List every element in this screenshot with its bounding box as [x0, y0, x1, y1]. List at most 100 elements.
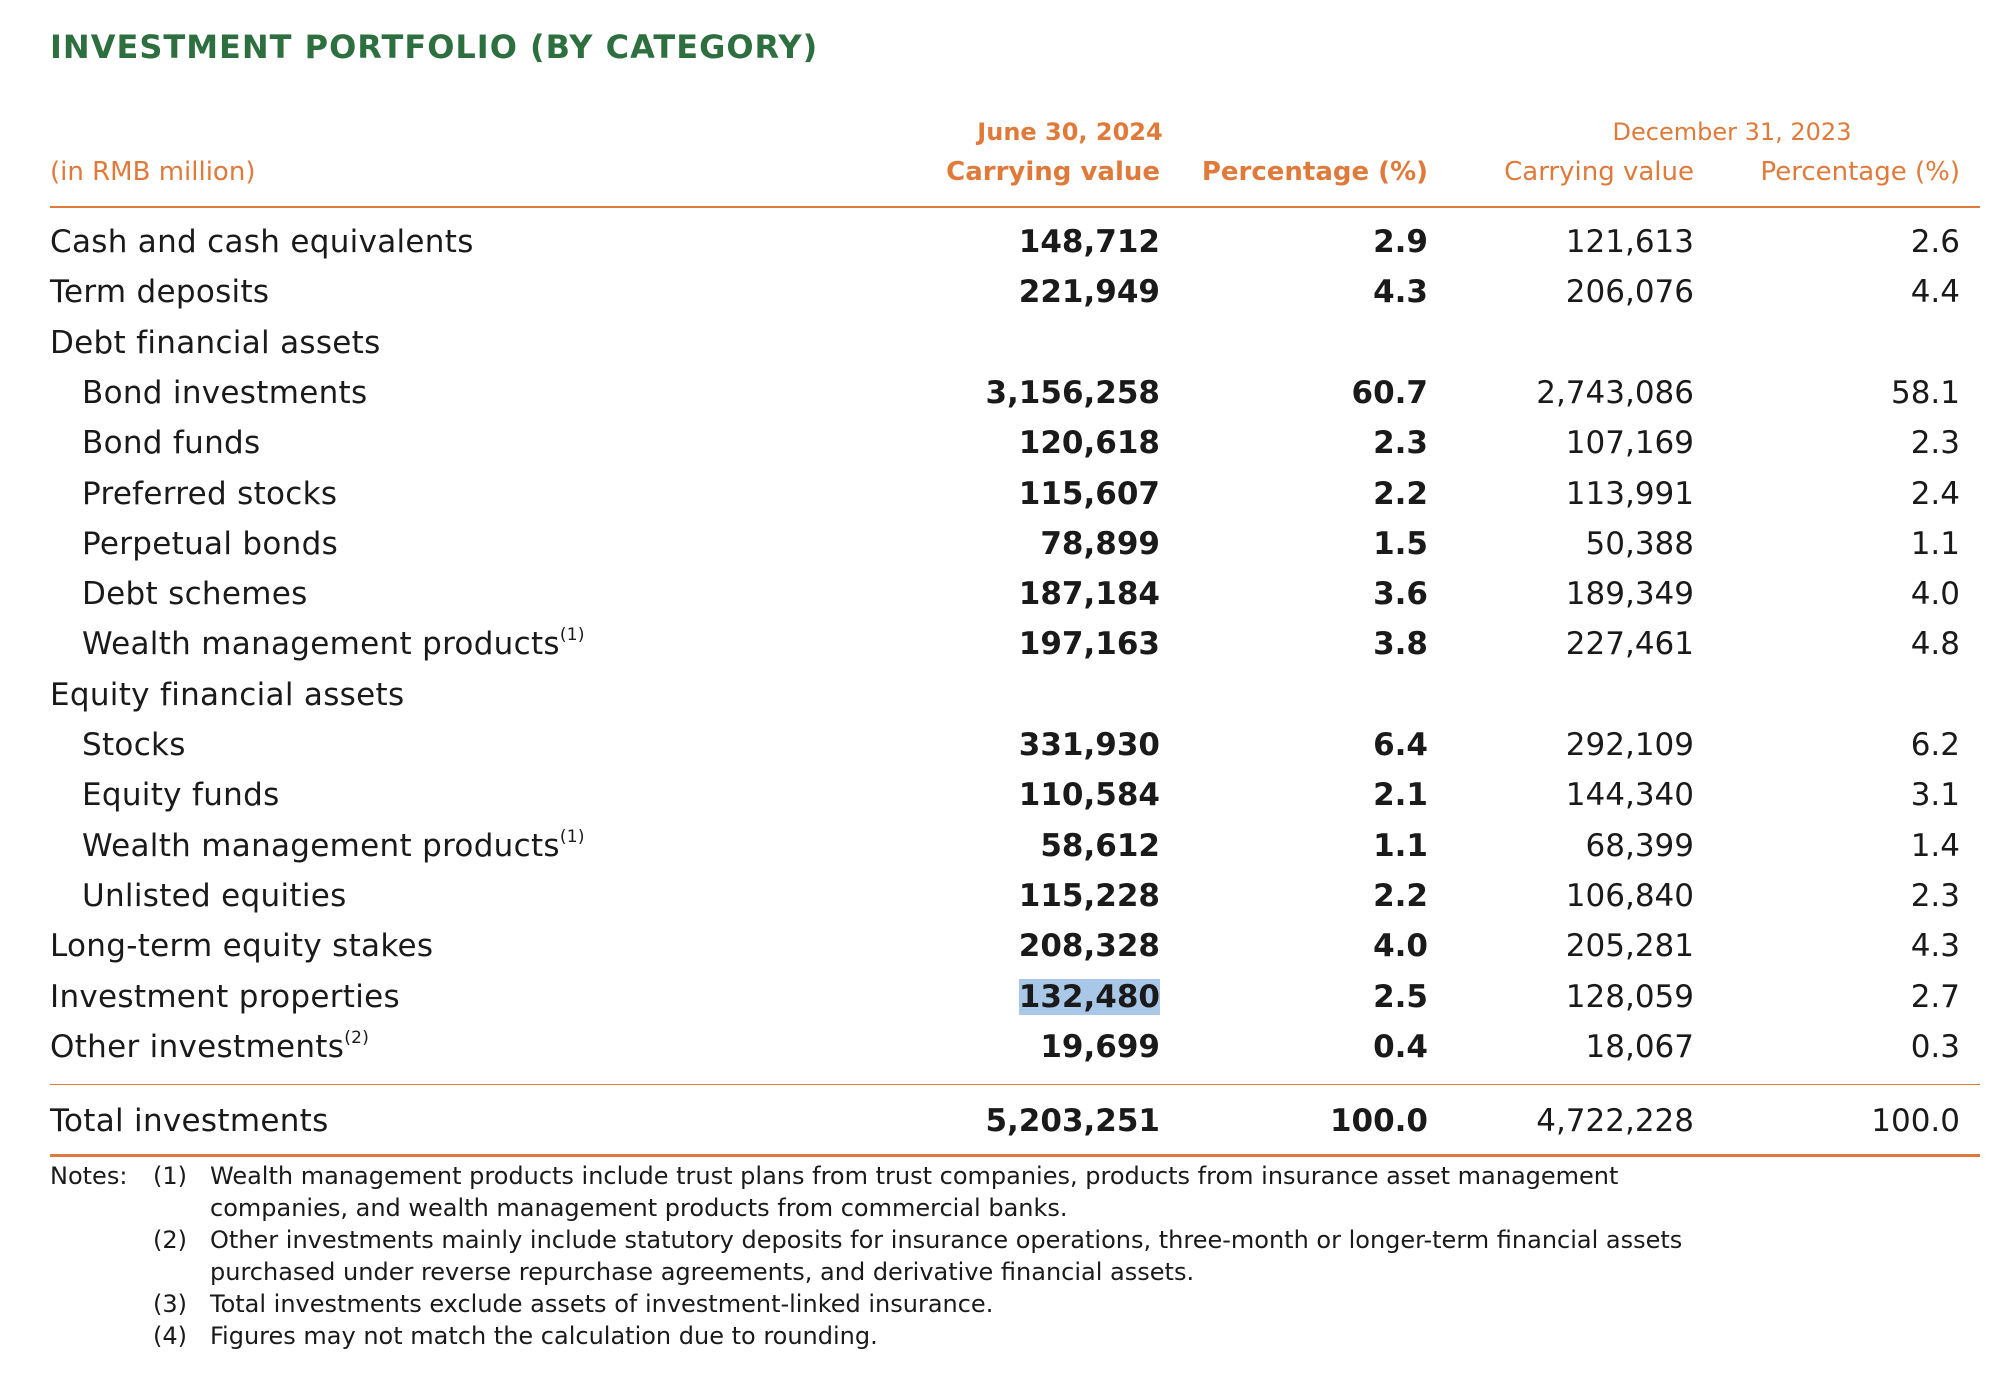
- carrying-value-2024-value: 78,899: [1040, 525, 1160, 562]
- row-label: Bond funds: [82, 418, 260, 468]
- table-row: Cash and cash equivalents 148,712 2.9 121,6…: [50, 217, 1980, 267]
- total-cv-2024: 5,203,251: [985, 1103, 1160, 1139]
- row-label: Stocks: [82, 720, 186, 770]
- header-rule: [50, 206, 1980, 208]
- percentage-2023-value: 4.8: [1910, 626, 1960, 663]
- carrying-value-2023: 106,840: [1566, 871, 1694, 921]
- percentage-2024: 2.9: [1373, 217, 1428, 267]
- row-label: Long-term equity stakes: [50, 921, 433, 971]
- percentage-2024: 2.5: [1373, 972, 1428, 1022]
- percentage-2024: 1.5: [1373, 519, 1428, 569]
- total-rule-top: [50, 1084, 1980, 1085]
- carrying-value-2023-value: 2,743,086: [1536, 374, 1694, 411]
- table-row: Other investments(2) 19,699 0.4 18,067 0.3: [50, 1022, 1980, 1072]
- carrying-value-2024: 58,612: [1040, 821, 1160, 871]
- row-label-text: Equity financial assets: [50, 676, 405, 713]
- carrying-value-2023: 113,991: [1566, 469, 1694, 519]
- row-label: Cash and cash equivalents: [50, 217, 474, 267]
- percentage-2024-value: 2.2: [1373, 475, 1428, 512]
- percentage-2023: 4.3: [1911, 921, 1960, 971]
- percentage-2024: 2.2: [1373, 871, 1428, 921]
- carrying-value-2024-value: 132,480: [1018, 978, 1160, 1015]
- table-row: Debt schemes 187,184 3.6 189,349 4.0: [50, 569, 1980, 619]
- carrying-value-2024-value: 19,699: [1040, 1028, 1160, 1065]
- row-label-text: Long-term equity stakes: [50, 928, 434, 965]
- percentage-2024: 2.1: [1373, 770, 1428, 820]
- table-row: Unlisted equities 115,228 2.2 106,840 2.3: [50, 871, 1980, 921]
- row-label: Perpetual bonds: [82, 519, 338, 569]
- percentage-2024-value: 2.9: [1373, 224, 1428, 260]
- row-label-text: Bond funds: [82, 425, 261, 462]
- carrying-value-2024: 3,156,258: [985, 368, 1160, 418]
- carrying-value-2023: 50,388: [1586, 519, 1694, 569]
- carrying-value-2023-value: 121,613: [1565, 224, 1694, 260]
- carrying-value-2023: 205,281: [1566, 921, 1694, 971]
- carrying-value-2023: 2,743,086: [1536, 368, 1694, 418]
- row-label-text: Debt schemes: [82, 576, 308, 613]
- carrying-value-2024: 120,618: [1019, 418, 1160, 468]
- percentage-2023: 4.8: [1911, 619, 1960, 669]
- carrying-value-2024: 187,184: [1019, 569, 1160, 619]
- row-label: Term deposits: [50, 267, 269, 317]
- row-label-text: Investment properties: [50, 978, 400, 1015]
- carrying-value-2024-value: 120,618: [1018, 425, 1160, 462]
- row-label-text: Equity funds: [82, 777, 280, 814]
- percentage-2023-value: 2.4: [1910, 475, 1960, 512]
- percentage-2023-value: 2.6: [1910, 224, 1960, 260]
- note-number: (3): [153, 1290, 187, 1318]
- percentage-2023-value: 2.3: [1910, 425, 1960, 462]
- percentage-2023: 0.3: [1911, 1022, 1960, 1072]
- percentage-2024: 2.2: [1373, 469, 1428, 519]
- percentage-2024: 6.4: [1373, 720, 1428, 770]
- carrying-value-2024: 221,949: [1019, 267, 1160, 317]
- percentage-2023: 6.2: [1911, 720, 1960, 770]
- row-label: Unlisted equities: [82, 871, 347, 921]
- carrying-value-2024: 110,584: [1019, 770, 1160, 820]
- carrying-value-2023: 128,059: [1566, 972, 1694, 1022]
- footnote-marker: (1): [559, 826, 585, 847]
- percentage-2024: 1.1: [1373, 821, 1428, 871]
- note-text: companies, and wealth management product…: [210, 1194, 1068, 1222]
- carrying-value-2024-value: 197,163: [1018, 626, 1160, 663]
- percentage-2023-value: 3.1: [1910, 777, 1960, 814]
- carrying-value-2023-value: 144,340: [1565, 777, 1694, 814]
- percentage-2024-value: 3.8: [1373, 626, 1428, 663]
- percentage-2024-value: 2.5: [1373, 978, 1428, 1015]
- percentage-2023: 4.4: [1911, 267, 1960, 317]
- percentage-2023: 1.4: [1911, 821, 1960, 871]
- table-row: Stocks 331,930 6.4 292,109 6.2: [50, 720, 1980, 770]
- carrying-value-2023-value: 128,059: [1565, 978, 1694, 1015]
- percentage-2023: 2.7: [1911, 972, 1960, 1022]
- carrying-value-2023-value: 68,399: [1585, 827, 1694, 864]
- row-label: Investment properties: [50, 972, 400, 1022]
- carrying-value-2024: 132,480: [1018, 972, 1160, 1022]
- carrying-value-2023: 18,067: [1586, 1022, 1694, 1072]
- percentage-2023-value: 58.1: [1890, 374, 1960, 411]
- carrying-value-2024: 197,163: [1019, 619, 1160, 669]
- row-label: Equity funds: [82, 770, 280, 820]
- note-text: Other investments mainly include statuto…: [210, 1226, 1683, 1254]
- carrying-value-2024-value: 58,612: [1040, 827, 1160, 864]
- percentage-2023-value: 4.0: [1910, 576, 1960, 613]
- percentage-2023: 2.3: [1911, 418, 1960, 468]
- carrying-value-2023: 292,109: [1566, 720, 1694, 770]
- carrying-value-2023-value: 113,991: [1565, 475, 1694, 512]
- table-row: Bond investments 3,156,258 60.7 2,743,086 58…: [50, 368, 1980, 418]
- percentage-2024-value: 2.1: [1373, 777, 1428, 814]
- table-row-total: Total investments 5,203,251 100.0 4,722,…: [50, 1096, 1980, 1146]
- row-label-text: Unlisted equities: [82, 877, 347, 914]
- row-label-text: Wealth management products: [82, 626, 560, 663]
- table-row: Preferred stocks 115,607 2.2 113,991 2.4: [50, 469, 1980, 519]
- row-label: Wealth management products(1): [82, 821, 585, 871]
- carrying-value-2024-value: 208,328: [1018, 928, 1160, 965]
- carrying-value-2024: 208,328: [1019, 921, 1160, 971]
- row-label-text: Stocks: [82, 727, 186, 763]
- table-row: Debt financial assets: [50, 318, 1980, 368]
- header-carrying-prior: Carrying value: [1504, 157, 1694, 187]
- percentage-2023-value: 1.1: [1910, 525, 1960, 562]
- row-label: Wealth management products(1): [82, 619, 585, 669]
- carrying-value-2023: 227,461: [1566, 619, 1694, 669]
- carrying-value-2024-value: 148,712: [1018, 224, 1160, 260]
- note-text: Wealth management products include trust…: [210, 1162, 1619, 1190]
- percentage-2024-value: 4.3: [1373, 274, 1428, 311]
